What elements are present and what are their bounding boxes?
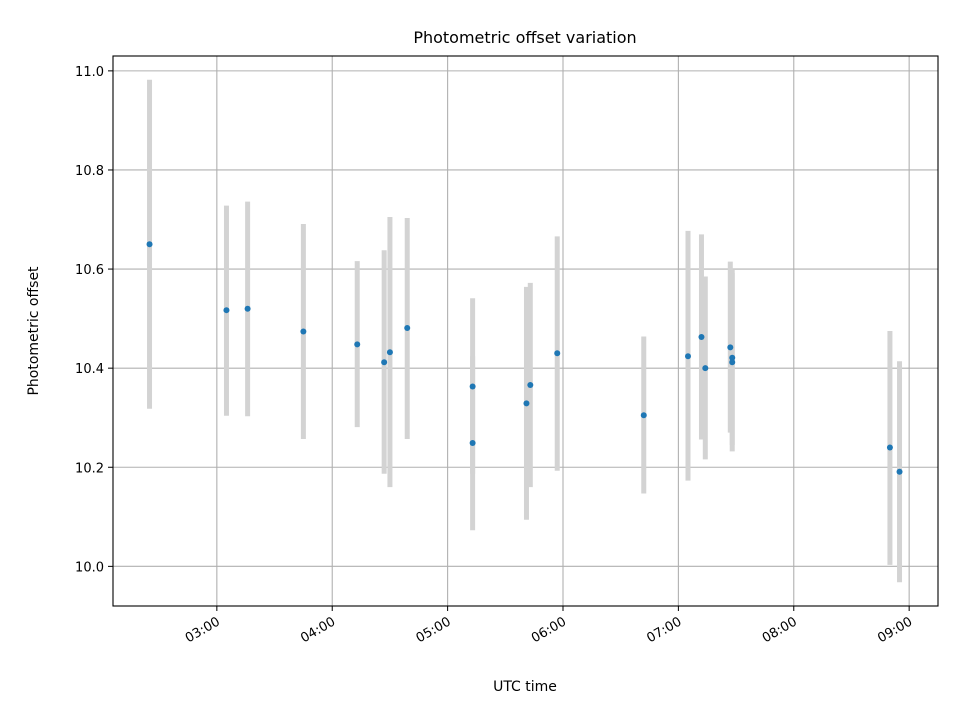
data-point [729,359,736,366]
y-tick-label: 10.4 [75,362,104,377]
x-tick-label: 03:00 [183,614,223,646]
data-point [386,349,393,356]
x-tick-label: 04:00 [298,614,338,646]
x-tick-label: 06:00 [529,614,569,646]
x-tick-label: 07:00 [644,614,684,646]
data-point [698,333,705,340]
data-point [729,354,736,361]
data-point [223,307,230,314]
data-point [685,353,691,360]
y-axis-label: Photometric offset [26,266,42,396]
marker-layer [146,241,903,475]
data-point [896,468,903,475]
y-tick-label: 11.0 [75,65,104,80]
x-tick-label: 09:00 [875,614,915,646]
data-point [404,325,411,332]
x-axis: 03:00 04:00 05:00 06:00 07:00 08:00 09:00 [183,606,915,646]
errorbar-layer [147,79,903,583]
data-point [886,444,893,451]
data-point [354,341,361,348]
y-tick-label: 10.0 [75,560,104,575]
x-tick-label: 05:00 [414,614,454,646]
data-point [523,400,530,407]
data-point [244,305,251,312]
plot-frame [112,55,939,607]
data-point [469,439,476,446]
data-point [727,344,734,351]
data-point [554,350,561,357]
data-point [527,382,534,389]
y-tick-label: 10.6 [75,263,104,278]
chart-title: Photometric offset variation [413,28,636,47]
x-axis-label: UTC time [493,679,557,695]
data-point [702,365,709,372]
data-point [146,241,153,248]
data-point [469,383,476,390]
grid-layer [113,56,938,606]
y-tick-label: 10.2 [75,461,104,476]
data-point [381,359,388,366]
x-tick-label: 08:00 [760,614,800,646]
data-point [640,412,647,419]
data-point [300,328,307,335]
y-tick-label: 10.8 [75,164,104,179]
y-axis: 10.0 10.2 10.4 10.6 10.8 11.0 [75,65,113,575]
